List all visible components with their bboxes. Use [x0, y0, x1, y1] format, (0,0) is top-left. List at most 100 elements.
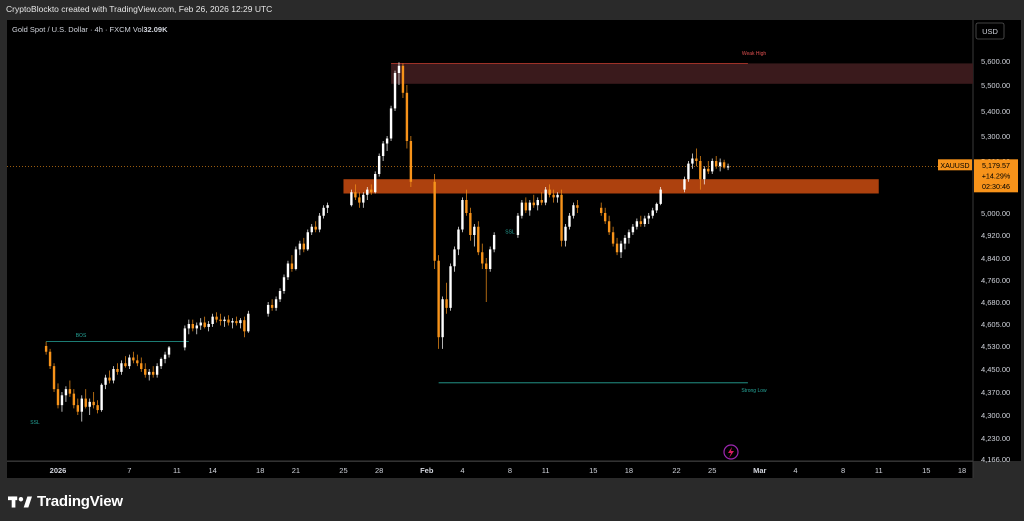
candle[interactable] — [453, 246, 456, 272]
candle[interactable] — [326, 202, 329, 213]
candle[interactable] — [401, 63, 405, 98]
candle[interactable] — [655, 202, 658, 213]
candle[interactable] — [528, 200, 532, 216]
candle[interactable] — [465, 189, 468, 216]
candle[interactable] — [151, 366, 155, 378]
candle[interactable] — [112, 366, 115, 384]
candle[interactable] — [643, 215, 647, 227]
candle[interactable] — [60, 392, 64, 412]
weak-high-zone[interactable] — [391, 63, 974, 84]
candle[interactable] — [540, 192, 543, 206]
candle[interactable] — [635, 218, 639, 230]
candle[interactable] — [544, 187, 547, 206]
candle[interactable] — [132, 351, 135, 364]
candle[interactable] — [298, 240, 302, 256]
candle[interactable] — [722, 159, 726, 169]
candle[interactable] — [437, 255, 440, 349]
candle[interactable] — [469, 207, 472, 241]
candle[interactable] — [623, 235, 627, 250]
candle[interactable] — [231, 318, 234, 329]
candle[interactable] — [536, 197, 539, 211]
candle[interactable] — [163, 351, 167, 364]
candle[interactable] — [44, 341, 48, 355]
chart-frame[interactable]: 5,600.005,500.005,400.005,300.005,200.00… — [0, 18, 1024, 483]
candle[interactable] — [366, 187, 369, 200]
candle[interactable] — [599, 202, 603, 216]
candle[interactable] — [449, 263, 452, 311]
candle[interactable] — [615, 237, 619, 256]
candle[interactable] — [266, 302, 270, 317]
candle[interactable] — [76, 398, 80, 415]
symbol-legend[interactable]: Gold Spot / U.S. Dollar · 4h · FXCM Vol3… — [12, 25, 168, 34]
candle[interactable] — [302, 237, 306, 253]
candle[interactable] — [191, 319, 195, 332]
candle[interactable] — [243, 316, 246, 338]
candle[interactable] — [552, 189, 555, 203]
candle[interactable] — [120, 360, 123, 375]
candle[interactable] — [381, 141, 385, 161]
candle[interactable] — [441, 296, 444, 349]
candle[interactable] — [80, 395, 83, 422]
candle[interactable] — [707, 161, 710, 174]
candle[interactable] — [445, 282, 448, 314]
candle[interactable] — [516, 213, 520, 238]
candle[interactable] — [318, 213, 321, 233]
candle[interactable] — [619, 240, 623, 258]
candle[interactable] — [397, 62, 401, 85]
candle[interactable] — [314, 221, 317, 233]
candle[interactable] — [322, 205, 325, 219]
time-axis[interactable] — [7, 462, 973, 478]
candle[interactable] — [72, 389, 76, 409]
candle[interactable] — [207, 321, 210, 332]
candle[interactable] — [183, 325, 187, 351]
candle[interactable] — [726, 163, 730, 171]
candle[interactable] — [699, 156, 702, 190]
candle[interactable] — [377, 153, 381, 177]
candle[interactable] — [235, 316, 238, 326]
candle[interactable] — [140, 357, 143, 372]
candle[interactable] — [683, 176, 686, 193]
candle[interactable] — [572, 202, 575, 219]
candle[interactable] — [199, 318, 202, 330]
candle[interactable] — [481, 243, 484, 269]
candle[interactable] — [203, 316, 206, 329]
candle[interactable] — [362, 192, 365, 208]
candle[interactable] — [389, 105, 393, 141]
candle[interactable] — [611, 226, 615, 247]
candle[interactable] — [239, 318, 242, 329]
candle[interactable] — [88, 398, 91, 415]
candle[interactable] — [485, 258, 488, 302]
candle[interactable] — [215, 312, 218, 323]
candle[interactable] — [223, 316, 226, 327]
candle[interactable] — [473, 224, 476, 247]
candle[interactable] — [576, 200, 579, 213]
candle[interactable] — [56, 383, 60, 409]
candle[interactable] — [409, 136, 413, 187]
candle[interactable] — [128, 354, 131, 369]
currency-button[interactable] — [975, 22, 1005, 40]
candle[interactable] — [718, 158, 722, 172]
candle[interactable] — [144, 363, 147, 378]
price-chart[interactable]: 5,600.005,500.005,400.005,300.005,200.00… — [0, 18, 1024, 483]
candle[interactable] — [96, 400, 99, 414]
candle[interactable] — [524, 197, 528, 213]
candle[interactable] — [290, 255, 294, 272]
candle[interactable] — [520, 200, 524, 219]
candle[interactable] — [405, 85, 409, 149]
candle[interactable] — [274, 296, 278, 311]
candle[interactable] — [48, 348, 52, 369]
candle[interactable] — [548, 184, 551, 198]
candle[interactable] — [100, 383, 103, 412]
demand-zone[interactable] — [343, 179, 879, 194]
candle[interactable] — [195, 322, 198, 335]
candle[interactable] — [461, 197, 464, 233]
candle[interactable] — [227, 315, 230, 326]
candle[interactable] — [607, 215, 611, 235]
candle[interactable] — [488, 246, 492, 272]
candle[interactable] — [286, 260, 290, 280]
candle[interactable] — [358, 192, 361, 208]
candle[interactable] — [564, 224, 567, 247]
lightning-icon[interactable] — [723, 444, 739, 460]
candle[interactable] — [247, 310, 250, 333]
candle[interactable] — [219, 313, 222, 326]
